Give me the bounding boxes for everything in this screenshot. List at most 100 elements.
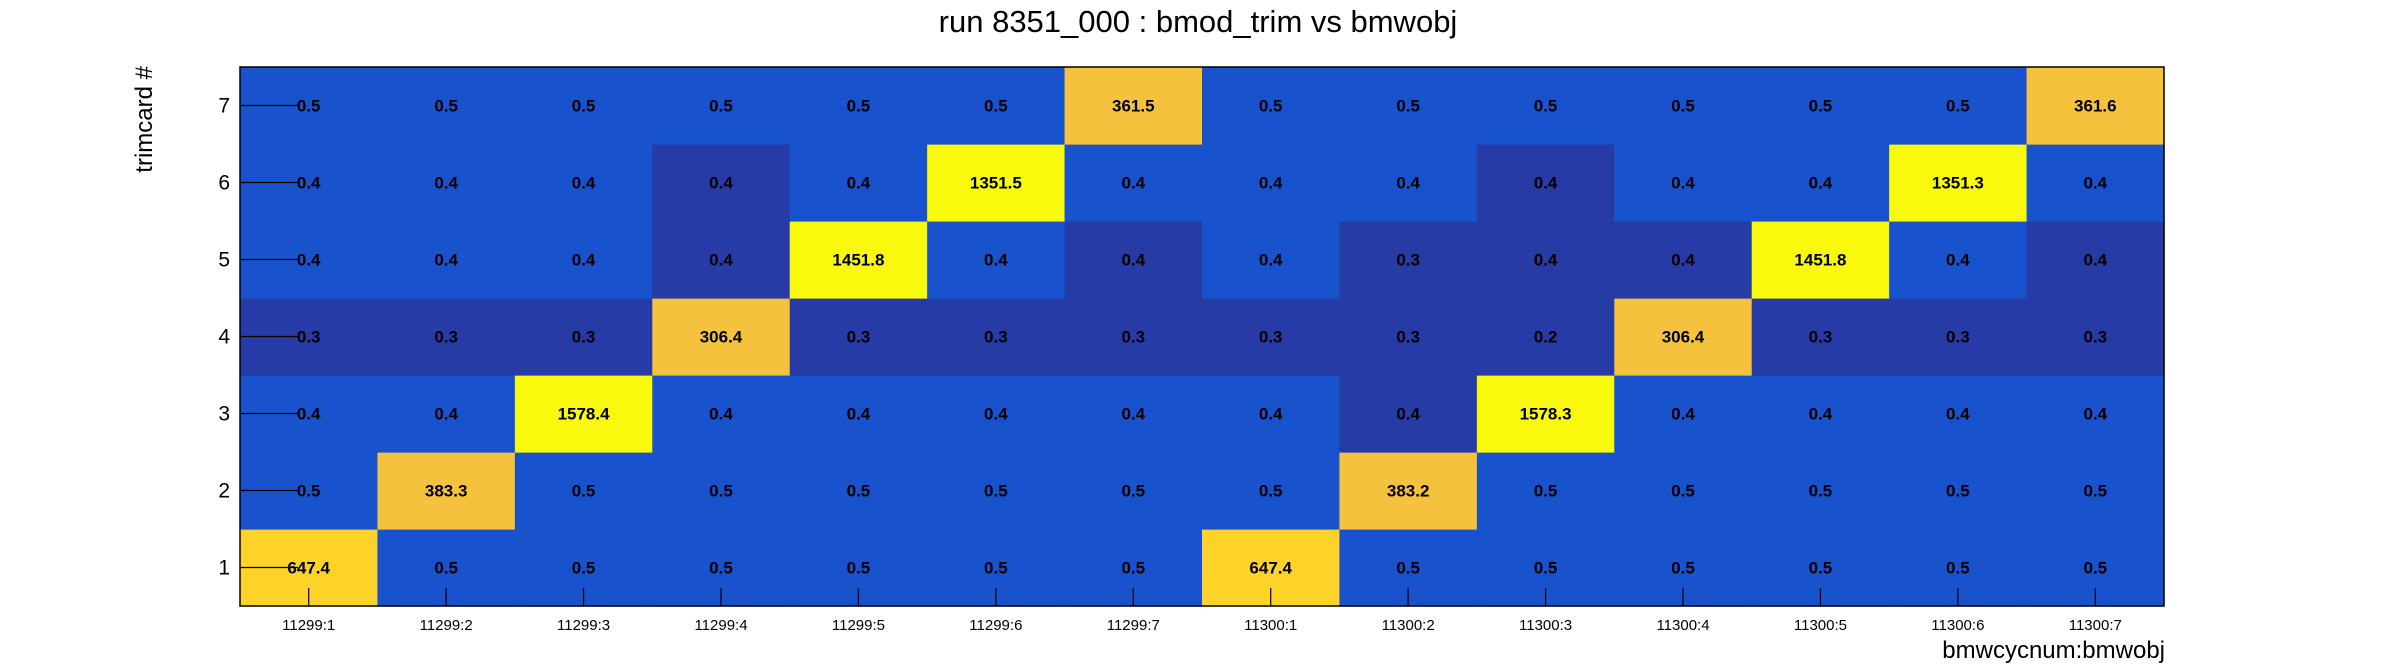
heatmap-cell <box>377 452 516 530</box>
x-tick-label: 11300:5 <box>1794 617 1847 634</box>
cell-value-label: 0.4 <box>1534 251 1558 270</box>
heatmap-cell <box>1339 221 1478 299</box>
x-tick-label: 11300:3 <box>1519 617 1572 634</box>
cell-value-label: 0.5 <box>572 482 596 501</box>
cell-value-label: 0.4 <box>1396 405 1420 424</box>
heatmap-cell <box>789 375 928 453</box>
heatmap-cell <box>514 144 653 222</box>
heatmap-cell <box>1751 144 1890 222</box>
heatmap-cell <box>1476 221 1615 299</box>
cell-value-label: 0.3 <box>1396 251 1420 270</box>
cell-value-label: 0.5 <box>297 482 321 501</box>
heatmap-cell <box>2026 144 2165 222</box>
heatmap-cell <box>1889 452 2028 530</box>
heatmap-cell <box>1064 221 1203 299</box>
y-tick-label: 6 <box>218 172 230 195</box>
cell-value-label: 0.3 <box>1396 328 1420 347</box>
heatmap-cell <box>652 221 791 299</box>
cell-value-label: 0.5 <box>1809 97 1833 116</box>
cell-value-label: 0.4 <box>572 251 596 270</box>
cell-value-label: 0.3 <box>1946 328 1970 347</box>
cell-value-label: 0.4 <box>1671 174 1695 193</box>
heatmap-cell <box>1202 221 1341 299</box>
cell-value-label: 0.5 <box>1534 559 1558 578</box>
heatmap-cell <box>1614 298 1753 376</box>
heatmap-cell <box>1202 452 1341 530</box>
heatmap-cell <box>789 452 928 530</box>
heatmap-cell <box>1064 67 1203 145</box>
cell-value-label: 0.5 <box>709 559 733 578</box>
heatmap-cell <box>1339 67 1478 145</box>
x-tick-label: 11300:4 <box>1656 617 1709 634</box>
cell-value-label: 383.3 <box>425 482 468 501</box>
heatmap-cell <box>377 298 516 376</box>
cell-value-label: 0.4 <box>1396 174 1420 193</box>
cell-value-label: 0.5 <box>2083 482 2107 501</box>
heatmap-cell <box>514 67 653 145</box>
y-tick-label: 4 <box>218 326 230 349</box>
heatmap-cell <box>1751 298 1890 376</box>
cell-value-label: 0.4 <box>1259 174 1283 193</box>
cell-value-label: 0.3 <box>1809 328 1833 347</box>
heatmap-cell <box>1751 67 1890 145</box>
heatmap-cell <box>927 298 1066 376</box>
heatmap-cell <box>514 375 653 453</box>
heatmap-cell <box>1064 375 1203 453</box>
heatmap-cell <box>1476 67 1615 145</box>
cell-value-label: 0.4 <box>984 405 1008 424</box>
x-tick-label: 11300:7 <box>2069 617 2122 634</box>
x-tick-label: 11299:2 <box>420 617 473 634</box>
cell-value-label: 0.5 <box>1946 559 1970 578</box>
heatmap-cell <box>1889 221 2028 299</box>
cell-value-label: 0.5 <box>297 97 321 116</box>
heatmap-cell <box>1476 452 1615 530</box>
cell-value-label: 0.4 <box>1809 405 1833 424</box>
heatmap-cell <box>377 144 516 222</box>
heatmap-cell <box>377 221 516 299</box>
cell-value-label: 1451.8 <box>832 251 884 270</box>
x-tick-label: 11299:4 <box>694 617 747 634</box>
heatmap-cell <box>1889 144 2028 222</box>
cell-value-label: 0.4 <box>572 174 596 193</box>
chart-title: run 8351_000 : bmod_trim vs bmwobj <box>939 4 1458 39</box>
cell-value-label: 0.3 <box>1259 328 1283 347</box>
cell-value-label: 0.5 <box>984 97 1008 116</box>
cell-value-label: 0.4 <box>1671 405 1695 424</box>
heatmap-cell <box>789 144 928 222</box>
cell-value-label: 647.4 <box>1249 559 1292 578</box>
heatmap-cell <box>1202 375 1341 453</box>
heatmap-cell-labels: 647.4 0.5 0.5 0.5 0.5 0.5 0.5 647.4 0.5 0.5 0.5 0.5… <box>287 97 2116 578</box>
heatmap-cell <box>652 298 791 376</box>
heatmap-cell <box>1476 375 1615 453</box>
heatmap-cell <box>927 375 1066 453</box>
cell-value-label: 361.6 <box>2074 97 2117 116</box>
cell-value-label: 0.3 <box>297 328 321 347</box>
heatmap-cell <box>652 452 791 530</box>
cell-value-label: 0.3 <box>984 328 1008 347</box>
heatmap-cell <box>514 221 653 299</box>
x-tick-label: 11300:2 <box>1382 617 1435 634</box>
cell-value-label: 0.5 <box>1809 482 1833 501</box>
cell-value-label: 1451.8 <box>1794 251 1846 270</box>
cell-value-label: 0.5 <box>434 559 458 578</box>
heatmap-cell <box>1751 375 1890 453</box>
cell-value-label: 0.5 <box>1946 482 1970 501</box>
cell-value-label: 0.5 <box>2083 559 2107 578</box>
heatmap-cell <box>1202 298 1341 376</box>
cell-value-label: 0.4 <box>1534 174 1558 193</box>
cell-value-label: 0.3 <box>1121 328 1145 347</box>
cell-value-label: 0.4 <box>1259 251 1283 270</box>
cell-value-label: 306.4 <box>1662 328 1705 347</box>
heatmap-cell <box>1476 298 1615 376</box>
heatmap-cell <box>1889 298 2028 376</box>
x-axis-label: bmwcycnum:bmwobj <box>1942 637 2165 664</box>
cell-value-label: 0.4 <box>434 405 458 424</box>
heatmap-cell <box>652 144 791 222</box>
cell-value-label: 0.4 <box>709 405 733 424</box>
cell-value-label: 0.5 <box>572 559 596 578</box>
cell-value-label: 0.5 <box>709 482 733 501</box>
cell-value-label: 0.5 <box>984 482 1008 501</box>
heatmap-cell <box>789 221 928 299</box>
cell-value-label: 0.4 <box>2083 405 2107 424</box>
